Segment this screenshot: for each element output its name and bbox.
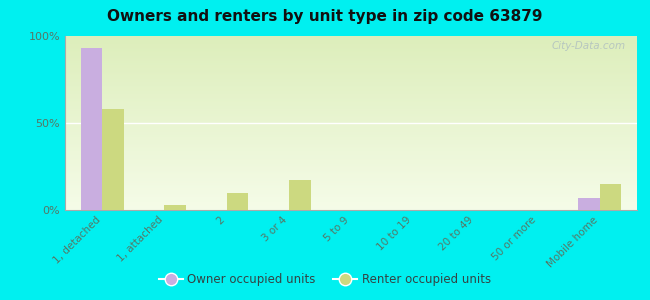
Bar [164, 205, 187, 210]
Legend: Owner occupied units, Renter occupied units: Owner occupied units, Renter occupied un… [154, 269, 496, 291]
Bar [227, 193, 248, 210]
Text: Owners and renters by unit type in zip code 63879: Owners and renters by unit type in zip c… [107, 9, 543, 24]
Bar [289, 180, 311, 210]
Text: City-Data.com: City-Data.com [551, 41, 625, 51]
Bar [578, 198, 600, 210]
Bar [102, 109, 124, 210]
Bar [600, 184, 621, 210]
Bar [81, 48, 102, 210]
